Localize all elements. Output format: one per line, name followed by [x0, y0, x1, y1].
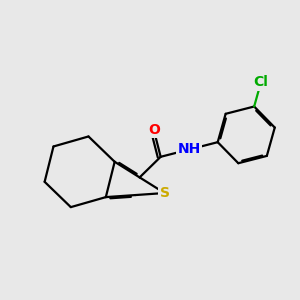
- Text: O: O: [148, 123, 160, 137]
- Text: Cl: Cl: [254, 75, 268, 89]
- Text: NH: NH: [178, 142, 201, 157]
- Text: S: S: [160, 186, 170, 200]
